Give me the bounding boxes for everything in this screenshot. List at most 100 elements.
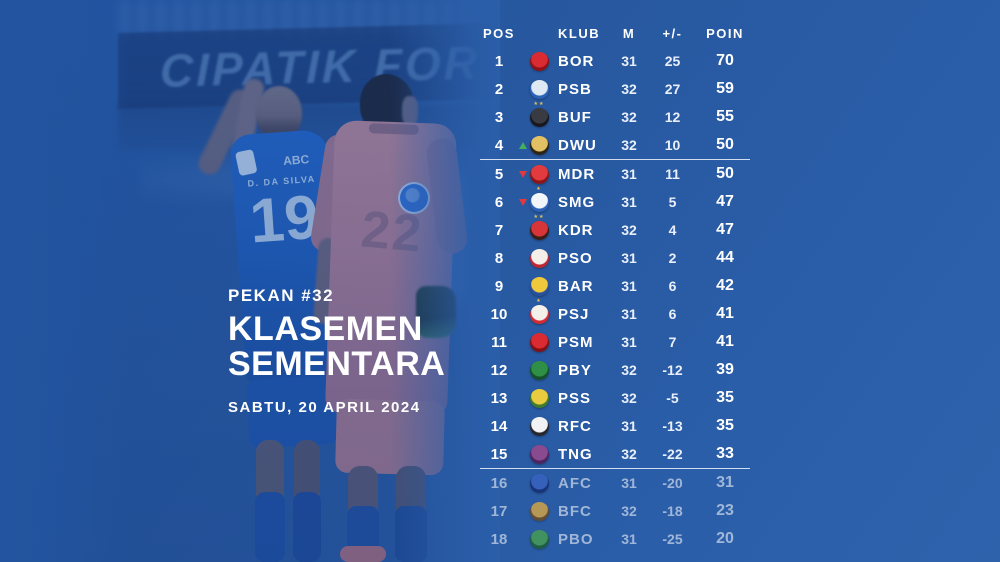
position-number: 9 xyxy=(494,277,504,295)
matches-played: 31 xyxy=(621,166,637,182)
matches-played: 32 xyxy=(621,446,637,462)
position-number: 1 xyxy=(494,52,504,70)
match-photo: CIPATIK FOR ABC D. DA SILVA 19 22 xyxy=(0,0,500,562)
points: 35 xyxy=(716,389,734,406)
points: 50 xyxy=(716,165,734,182)
goal-difference: 10 xyxy=(664,137,681,153)
title-block: PEKAN #32 KLASEMEN SEMENTARA SABTU, 20 A… xyxy=(228,286,445,416)
goal-difference: 25 xyxy=(664,53,681,69)
club-logo-icon xyxy=(529,501,549,521)
matches-played: 32 xyxy=(621,222,637,238)
club-stars-icon: ★★ xyxy=(533,213,545,220)
rank-arrow-icon xyxy=(518,75,528,103)
matches-played: 31 xyxy=(621,306,637,322)
club-code: PBO xyxy=(558,530,594,548)
table-row: 5 MDR 31 11 50 xyxy=(480,160,750,188)
rank-arrow-icon xyxy=(518,497,528,525)
points: 44 xyxy=(716,249,734,266)
matches-played: 32 xyxy=(621,362,637,378)
table-row: 2 PSB 32 27 59 xyxy=(480,75,750,103)
rank-arrow-icon xyxy=(518,188,528,216)
rank-arrow-icon xyxy=(518,103,528,131)
club-code: SMG xyxy=(558,193,596,211)
matches-played: 31 xyxy=(621,334,637,350)
matches-played: 32 xyxy=(621,137,637,153)
goal-difference: -5 xyxy=(666,390,679,406)
title-line-2: SEMENTARA xyxy=(228,345,446,384)
rank-arrow-icon xyxy=(518,525,528,553)
points: 59 xyxy=(716,80,734,97)
table-row: 17 BFC 32 -18 23 xyxy=(480,497,750,525)
club-stars-icon: ★ xyxy=(536,185,542,192)
points: 39 xyxy=(716,361,734,378)
position-number: 18 xyxy=(490,530,508,548)
club-code: BUF xyxy=(558,108,592,126)
club-code: PSM xyxy=(558,333,594,351)
standings-rows: 1 BOR 31 25 70 2 PSB 32 27 59 3 ★★ BUF 3… xyxy=(480,47,750,553)
matches-played: 31 xyxy=(621,418,637,434)
matches-played: 32 xyxy=(621,81,637,97)
table-row: 4 DWU 32 10 50 xyxy=(480,131,750,160)
rank-arrow-icon xyxy=(518,47,528,75)
club-code: KDR xyxy=(558,221,594,239)
club-code: TNG xyxy=(558,445,593,463)
goal-difference: -12 xyxy=(662,362,683,378)
club-code: PSJ xyxy=(558,305,590,323)
club-logo-icon xyxy=(529,135,549,155)
points: 55 xyxy=(716,108,734,125)
points: 35 xyxy=(716,417,734,434)
page-title: KLASEMEN SEMENTARA xyxy=(228,310,446,384)
matches-played: 31 xyxy=(621,531,637,547)
club-logo-icon xyxy=(529,164,549,184)
goal-difference: -20 xyxy=(662,475,683,491)
title-line-1: KLASEMEN xyxy=(228,310,423,348)
goal-difference: 2 xyxy=(668,250,677,266)
matches-played: 32 xyxy=(621,503,637,519)
rank-arrow-icon xyxy=(518,412,528,440)
rank-arrow-icon xyxy=(518,272,528,300)
position-number: 3 xyxy=(494,108,504,126)
goal-difference: 6 xyxy=(668,278,677,294)
club-logo-icon xyxy=(529,473,549,493)
rank-arrow-icon xyxy=(518,160,528,188)
points: 23 xyxy=(716,502,734,519)
table-row: 18 PBO 31 -25 20 xyxy=(480,525,750,553)
club-logo-icon xyxy=(529,51,549,71)
position-number: 12 xyxy=(490,361,508,379)
table-row: 3 ★★ BUF 32 12 55 xyxy=(480,100,750,131)
matches-played: 32 xyxy=(621,390,637,406)
club-code: PSB xyxy=(558,80,592,98)
date-label: SABTU, 20 APRIL 2024 xyxy=(228,398,421,416)
goal-difference: 7 xyxy=(668,334,677,350)
rank-arrow-icon xyxy=(518,469,528,497)
club-logo-icon xyxy=(529,332,549,352)
points: 47 xyxy=(716,221,734,238)
goal-difference: -18 xyxy=(662,503,683,519)
points: 41 xyxy=(716,333,734,350)
club-logo-icon: ★★ xyxy=(529,214,549,240)
points: 33 xyxy=(716,445,734,462)
position-number: 8 xyxy=(494,249,504,267)
club-code: RFC xyxy=(558,417,592,435)
position-number: 17 xyxy=(490,502,508,520)
club-logo-icon xyxy=(529,444,549,464)
rank-arrow-icon xyxy=(518,300,528,328)
table-row: 7 ★★ KDR 32 4 47 xyxy=(480,214,750,244)
table-row: 9 BAR 31 6 42 xyxy=(480,272,750,300)
goal-difference: 12 xyxy=(664,109,681,125)
rank-arrow-icon xyxy=(518,244,528,272)
goal-difference: 6 xyxy=(668,306,677,322)
club-logo-icon xyxy=(529,79,549,99)
position-number: 16 xyxy=(490,474,508,492)
position-number: 13 xyxy=(490,389,508,407)
club-stars-icon: ★★ xyxy=(533,100,545,107)
goal-difference: -25 xyxy=(662,531,683,547)
club-code: PBY xyxy=(558,361,592,379)
points: 31 xyxy=(716,474,734,491)
club-code: MDR xyxy=(558,165,596,183)
table-row: 10 ★ PSJ 31 6 41 xyxy=(480,298,750,328)
table-row: 12 PBY 32 -12 39 xyxy=(480,356,750,384)
header-pos: POS xyxy=(483,25,515,41)
goal-difference: -13 xyxy=(662,418,683,434)
standings-table: POS KLUB M +/- POIN 1 BOR 31 25 70 2 PSB… xyxy=(480,19,750,553)
